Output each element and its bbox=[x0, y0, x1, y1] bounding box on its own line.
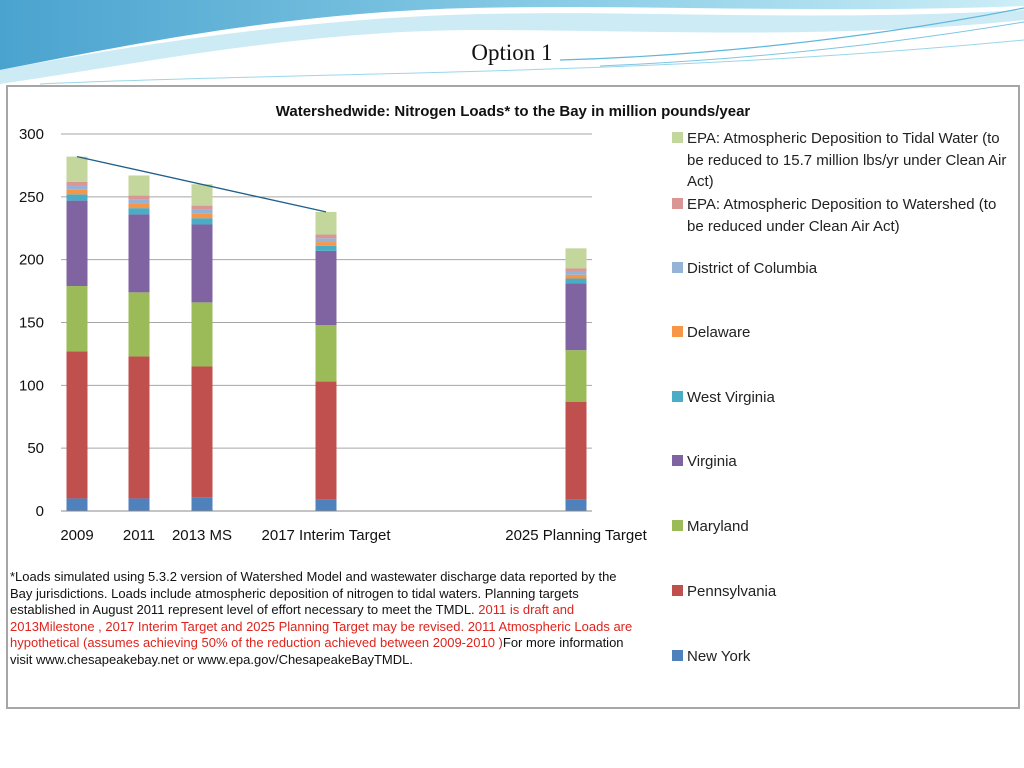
bar-segment bbox=[315, 381, 337, 500]
bar-segment bbox=[66, 351, 88, 499]
slide-title: Option 1 bbox=[471, 40, 553, 65]
bar-segment bbox=[565, 283, 587, 351]
bar-segment bbox=[315, 499, 337, 511]
legend-swatch bbox=[672, 650, 683, 661]
bar-segment bbox=[565, 401, 587, 500]
x-tick-label: 2009 bbox=[60, 527, 93, 544]
legend-label: Pennsylvania bbox=[687, 583, 777, 600]
legend-swatch bbox=[672, 198, 683, 209]
bar-segment bbox=[191, 302, 213, 367]
legend-swatch bbox=[672, 326, 683, 337]
x-tick-label: 2011 bbox=[123, 527, 155, 544]
bar-segment bbox=[565, 350, 587, 402]
bar-segment bbox=[565, 268, 587, 271]
bar-segment bbox=[66, 194, 88, 201]
legend-swatch bbox=[672, 585, 683, 596]
legend-swatch bbox=[672, 391, 683, 402]
bar-segment bbox=[191, 224, 213, 303]
bar-segment bbox=[191, 184, 213, 206]
footnote-text-2: For more information visit www.chesapeak… bbox=[10, 635, 624, 667]
bar-segment bbox=[565, 274, 587, 279]
legend-label: New York bbox=[687, 648, 751, 665]
legend-swatch bbox=[672, 132, 683, 143]
x-tick-label: 2025 Planning Target bbox=[505, 527, 647, 544]
bar-segment bbox=[66, 185, 88, 190]
bar-segment bbox=[66, 156, 88, 182]
x-tick-label: 2013 MS bbox=[172, 527, 232, 544]
bar-segment bbox=[565, 278, 587, 284]
footnote-text-1: *Loads simulated using 5.3.2 version of … bbox=[10, 569, 617, 617]
bar-segment bbox=[565, 499, 587, 511]
bar-segment bbox=[66, 286, 88, 352]
legend-label: Delaware bbox=[687, 324, 751, 341]
bar-segment bbox=[191, 213, 213, 219]
footnote: *Loads simulated using 5.3.2 version of … bbox=[10, 569, 640, 668]
bar-segment bbox=[66, 181, 88, 186]
legend-item: Virginia bbox=[672, 451, 1012, 473]
legend-label: Maryland bbox=[687, 518, 749, 535]
bar-segment bbox=[191, 497, 213, 511]
legend-label: Virginia bbox=[687, 453, 737, 470]
bar-segment bbox=[128, 175, 150, 196]
bar-segment bbox=[315, 238, 337, 243]
bar-segment bbox=[315, 245, 337, 251]
bar-segment bbox=[128, 292, 150, 357]
chart-title: Watershedwide: Nitrogen Loads* to the Ba… bbox=[276, 103, 751, 120]
legend-item: EPA: Atmospheric Deposition to Tidal Wat… bbox=[672, 128, 1012, 193]
bar-segment bbox=[191, 218, 213, 225]
bar-segment bbox=[191, 209, 213, 214]
legend-item: Pennsylvania bbox=[672, 581, 1012, 603]
legend-swatch bbox=[672, 262, 683, 273]
bar-segment bbox=[565, 248, 587, 269]
bar-segment bbox=[128, 498, 150, 511]
legend-item: EPA: Atmospheric Deposition to Watershed… bbox=[672, 194, 1012, 237]
y-tick-label: 50 bbox=[27, 440, 44, 457]
bar-segment bbox=[128, 199, 150, 204]
bars bbox=[66, 156, 587, 511]
legend-label: District of Columbia bbox=[687, 260, 818, 277]
y-axis-ticks: 0 50 100 150 200 250 300 bbox=[19, 126, 44, 520]
bar-segment bbox=[565, 270, 587, 275]
trend-line bbox=[76, 155, 327, 213]
x-tick-label: 2017 Interim Target bbox=[262, 527, 392, 544]
legend-item: Maryland bbox=[672, 516, 1012, 538]
bar-segment bbox=[315, 250, 337, 326]
legend-label: West Virginia bbox=[687, 389, 775, 406]
y-tick-label: 0 bbox=[36, 503, 44, 520]
bar-segment bbox=[191, 205, 213, 210]
legend-item: West Virginia bbox=[672, 387, 1012, 409]
y-tick-label: 150 bbox=[19, 315, 44, 332]
legend-swatch bbox=[672, 455, 683, 466]
bar-segment bbox=[128, 195, 150, 200]
chart-frame bbox=[6, 85, 1020, 709]
x-axis-ticks: 2009 2011 2013 MS 2017 Interim Target 2025 P… bbox=[60, 527, 647, 544]
legend-swatch bbox=[672, 520, 683, 531]
bar-segment bbox=[315, 211, 337, 235]
bar-segment bbox=[128, 208, 150, 215]
y-tick-label: 200 bbox=[19, 252, 44, 269]
legend-label: EPA: Atmospheric Deposition to Tidal Wat… bbox=[687, 130, 1007, 190]
y-tick-label: 100 bbox=[19, 377, 44, 394]
legend-label: EPA: Atmospheric Deposition to Watershed… bbox=[687, 196, 997, 235]
bar-segment bbox=[128, 356, 150, 499]
legend: EPA: Atmospheric Deposition to Tidal Wat… bbox=[672, 128, 1017, 668]
bar-segment bbox=[128, 203, 150, 209]
y-tick-label: 250 bbox=[19, 189, 44, 206]
bar-segment bbox=[128, 214, 150, 293]
bar-segment bbox=[66, 189, 88, 195]
legend-item: New York bbox=[672, 646, 1012, 668]
legend-item: Delaware bbox=[672, 322, 1012, 344]
bar-segment bbox=[191, 366, 213, 498]
bar-segment bbox=[315, 325, 337, 382]
bar-segment bbox=[315, 234, 337, 239]
legend-item: District of Columbia bbox=[672, 258, 1012, 280]
bar-segment bbox=[315, 242, 337, 246]
bar-segment bbox=[66, 498, 88, 511]
bar-segment bbox=[66, 200, 88, 287]
footnote-caveat: 2011 is draft and 2013Milestone , 2017 I… bbox=[10, 602, 633, 650]
decorative-banner bbox=[0, 0, 1024, 90]
y-tick-label: 300 bbox=[19, 126, 44, 143]
